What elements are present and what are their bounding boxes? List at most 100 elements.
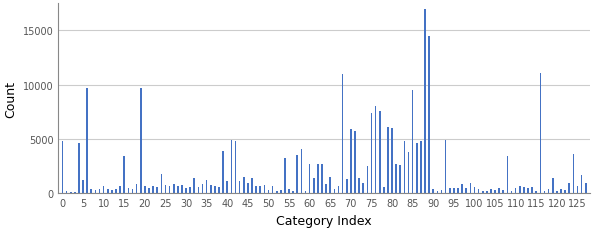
Bar	[70, 192, 71, 194]
Bar	[243, 177, 245, 194]
Bar	[379, 111, 381, 194]
Bar	[449, 188, 451, 194]
Bar	[441, 190, 443, 194]
Bar	[469, 183, 471, 194]
Bar	[86, 88, 88, 194]
Bar	[482, 191, 484, 194]
Bar	[99, 189, 100, 194]
Bar	[140, 88, 141, 194]
Bar	[375, 107, 377, 194]
Bar	[457, 188, 459, 194]
Bar	[523, 187, 525, 194]
Bar	[416, 144, 418, 194]
Bar	[391, 129, 393, 194]
Bar	[366, 167, 368, 194]
Bar	[255, 186, 257, 194]
Bar	[358, 178, 360, 194]
Bar	[313, 178, 315, 194]
Bar	[239, 182, 241, 194]
Bar	[222, 151, 224, 194]
Bar	[82, 181, 84, 194]
Bar	[466, 188, 467, 194]
Bar	[535, 191, 537, 194]
Bar	[556, 191, 558, 194]
Bar	[564, 190, 566, 194]
Y-axis label: Count: Count	[4, 80, 17, 117]
Bar	[235, 142, 236, 194]
Bar	[544, 191, 545, 194]
Bar	[342, 75, 343, 194]
Bar	[62, 142, 64, 194]
Bar	[165, 185, 166, 194]
Bar	[321, 164, 323, 194]
Bar	[503, 190, 504, 194]
Bar	[181, 185, 183, 194]
Bar	[400, 165, 401, 194]
Bar	[552, 178, 554, 194]
Bar	[292, 191, 294, 194]
Bar	[334, 189, 335, 194]
Bar	[160, 174, 162, 194]
Bar	[511, 191, 513, 194]
Bar	[144, 186, 146, 194]
Bar	[288, 189, 290, 194]
Bar	[210, 185, 211, 194]
Bar	[581, 175, 583, 194]
Bar	[280, 190, 282, 194]
Bar	[124, 157, 125, 194]
Bar	[478, 189, 479, 194]
Bar	[585, 183, 586, 194]
Bar	[247, 183, 249, 194]
Bar	[132, 189, 133, 194]
Bar	[198, 187, 199, 194]
Bar	[264, 185, 265, 194]
Bar	[136, 184, 137, 194]
Bar	[498, 188, 500, 194]
Bar	[177, 186, 179, 194]
Bar	[326, 184, 327, 194]
Bar	[371, 113, 372, 194]
Bar	[268, 190, 269, 194]
Bar	[560, 189, 562, 194]
Bar	[387, 128, 388, 194]
Bar	[230, 140, 232, 194]
Bar	[260, 186, 261, 194]
X-axis label: Category Index: Category Index	[276, 214, 372, 227]
Bar	[573, 155, 574, 194]
Bar	[462, 184, 463, 194]
Bar	[494, 190, 496, 194]
Bar	[453, 188, 454, 194]
Bar	[66, 191, 67, 194]
Bar	[152, 186, 154, 194]
Bar	[206, 181, 207, 194]
Bar	[432, 189, 434, 194]
Bar	[577, 186, 579, 194]
Bar	[78, 144, 80, 194]
Bar	[284, 158, 286, 194]
Bar	[305, 191, 307, 194]
Bar	[251, 178, 253, 194]
Bar	[531, 187, 533, 194]
Bar	[107, 189, 109, 194]
Bar	[362, 183, 364, 194]
Bar	[412, 91, 413, 194]
Bar	[403, 142, 405, 194]
Bar	[337, 186, 339, 194]
Bar	[276, 191, 277, 194]
Bar	[103, 186, 105, 194]
Bar	[420, 142, 422, 194]
Bar	[527, 188, 529, 194]
Bar	[148, 188, 150, 194]
Bar	[214, 186, 216, 194]
Bar	[226, 182, 228, 194]
Bar	[115, 189, 117, 194]
Bar	[396, 164, 397, 194]
Bar	[169, 186, 170, 194]
Bar	[156, 187, 158, 194]
Bar	[507, 157, 508, 194]
Bar	[272, 186, 273, 194]
Bar	[111, 190, 113, 194]
Bar	[202, 184, 203, 194]
Bar	[445, 140, 447, 194]
Bar	[490, 189, 492, 194]
